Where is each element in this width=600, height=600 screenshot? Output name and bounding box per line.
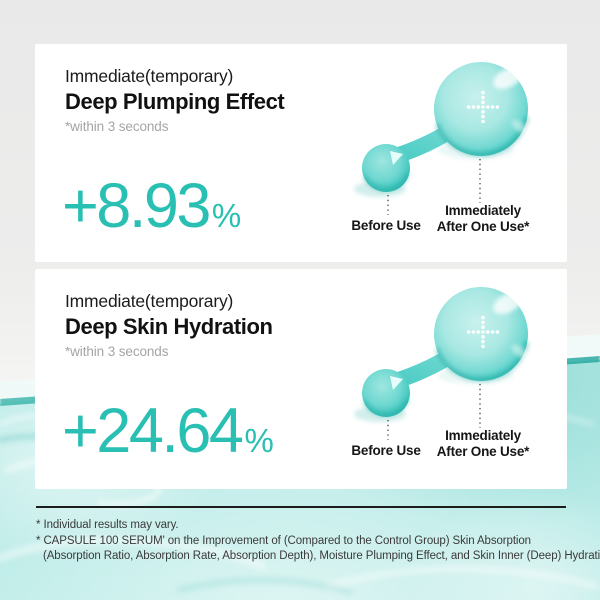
after-use-label-line2: After One Use* — [436, 444, 530, 459]
footnote-study-line2: (Absorption Ratio, Absorption Rate, Abso… — [43, 550, 600, 562]
metric-unit: % — [244, 422, 274, 459]
card-title: Deep Skin Hydration — [65, 314, 273, 339]
card-title-prefix: Immediate(temporary) — [65, 291, 234, 311]
stat-card-plumping: Immediate(temporary) Deep Plumping Effec… — [35, 44, 567, 262]
before-use-label: Before Use — [351, 443, 421, 458]
footnote-disclaimer: * Individual results may vary. — [36, 519, 179, 531]
after-use-label: Immediately After One Use* — [421, 428, 545, 460]
after-use-label-line1: Immediately — [445, 203, 521, 218]
footer-divider — [36, 506, 566, 508]
card-note: *within 3 seconds — [65, 119, 169, 134]
before-use-label: Before Use — [351, 218, 421, 233]
card-title-prefix: Immediate(temporary) — [65, 66, 234, 86]
metric-hydration: +24.64% — [62, 400, 274, 463]
card-title: Deep Plumping Effect — [65, 89, 285, 114]
stat-card-hydration: Immediate(temporary) Deep Skin Hydration… — [35, 269, 567, 489]
metric-value: +8.93 — [62, 171, 211, 241]
card-note: *within 3 seconds — [65, 344, 169, 359]
after-use-label: Immediately After One Use* — [421, 203, 545, 235]
after-use-label-line2: After One Use* — [436, 219, 530, 234]
footnote-study-line1: * CAPSULE 100 SERUM' on the Improvement … — [36, 535, 531, 547]
metric-unit: % — [211, 197, 241, 234]
metric-value: +24.64 — [62, 396, 244, 466]
metric-plumping: +8.93% — [62, 175, 241, 238]
after-use-label-line1: Immediately — [445, 428, 521, 443]
